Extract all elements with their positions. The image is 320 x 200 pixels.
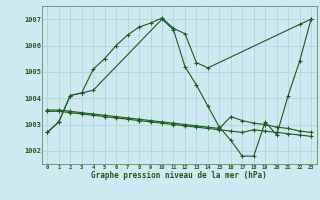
X-axis label: Graphe pression niveau de la mer (hPa): Graphe pression niveau de la mer (hPa) [91,171,267,180]
